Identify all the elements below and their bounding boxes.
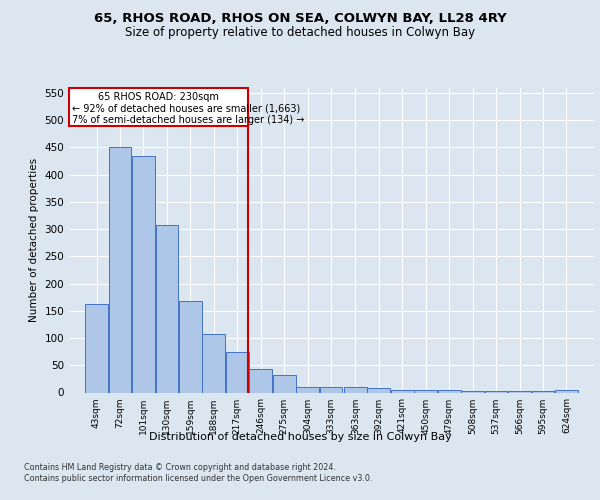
Bar bbox=[532, 391, 554, 392]
Bar bbox=[461, 391, 484, 392]
Bar bbox=[155, 226, 178, 392]
Bar bbox=[273, 374, 296, 392]
Y-axis label: Number of detached properties: Number of detached properties bbox=[29, 158, 39, 322]
Bar bbox=[391, 390, 413, 392]
Text: Contains public sector information licensed under the Open Government Licence v3: Contains public sector information licen… bbox=[24, 474, 373, 483]
Bar bbox=[320, 386, 343, 392]
Bar bbox=[226, 352, 248, 393]
Text: 65 RHOS ROAD: 230sqm: 65 RHOS ROAD: 230sqm bbox=[98, 92, 219, 102]
Bar bbox=[508, 391, 531, 392]
Text: ← 92% of detached houses are smaller (1,663): ← 92% of detached houses are smaller (1,… bbox=[72, 104, 300, 114]
Bar bbox=[296, 386, 319, 392]
Bar bbox=[250, 368, 272, 392]
Bar bbox=[202, 334, 225, 392]
Bar bbox=[415, 390, 437, 392]
Bar bbox=[85, 304, 108, 392]
Text: Contains HM Land Registry data © Crown copyright and database right 2024.: Contains HM Land Registry data © Crown c… bbox=[24, 462, 336, 471]
Text: Size of property relative to detached houses in Colwyn Bay: Size of property relative to detached ho… bbox=[125, 26, 475, 39]
Text: 65, RHOS ROAD, RHOS ON SEA, COLWYN BAY, LL28 4RY: 65, RHOS ROAD, RHOS ON SEA, COLWYN BAY, … bbox=[94, 12, 506, 26]
Bar bbox=[132, 156, 155, 392]
Bar bbox=[367, 388, 390, 392]
Bar bbox=[179, 301, 202, 392]
Text: Distribution of detached houses by size in Colwyn Bay: Distribution of detached houses by size … bbox=[149, 432, 451, 442]
Text: 7% of semi-detached houses are larger (134) →: 7% of semi-detached houses are larger (1… bbox=[72, 116, 304, 126]
Bar bbox=[344, 386, 367, 392]
Bar bbox=[485, 391, 508, 392]
Bar bbox=[438, 390, 461, 392]
Bar bbox=[555, 390, 578, 392]
Bar bbox=[109, 148, 131, 392]
